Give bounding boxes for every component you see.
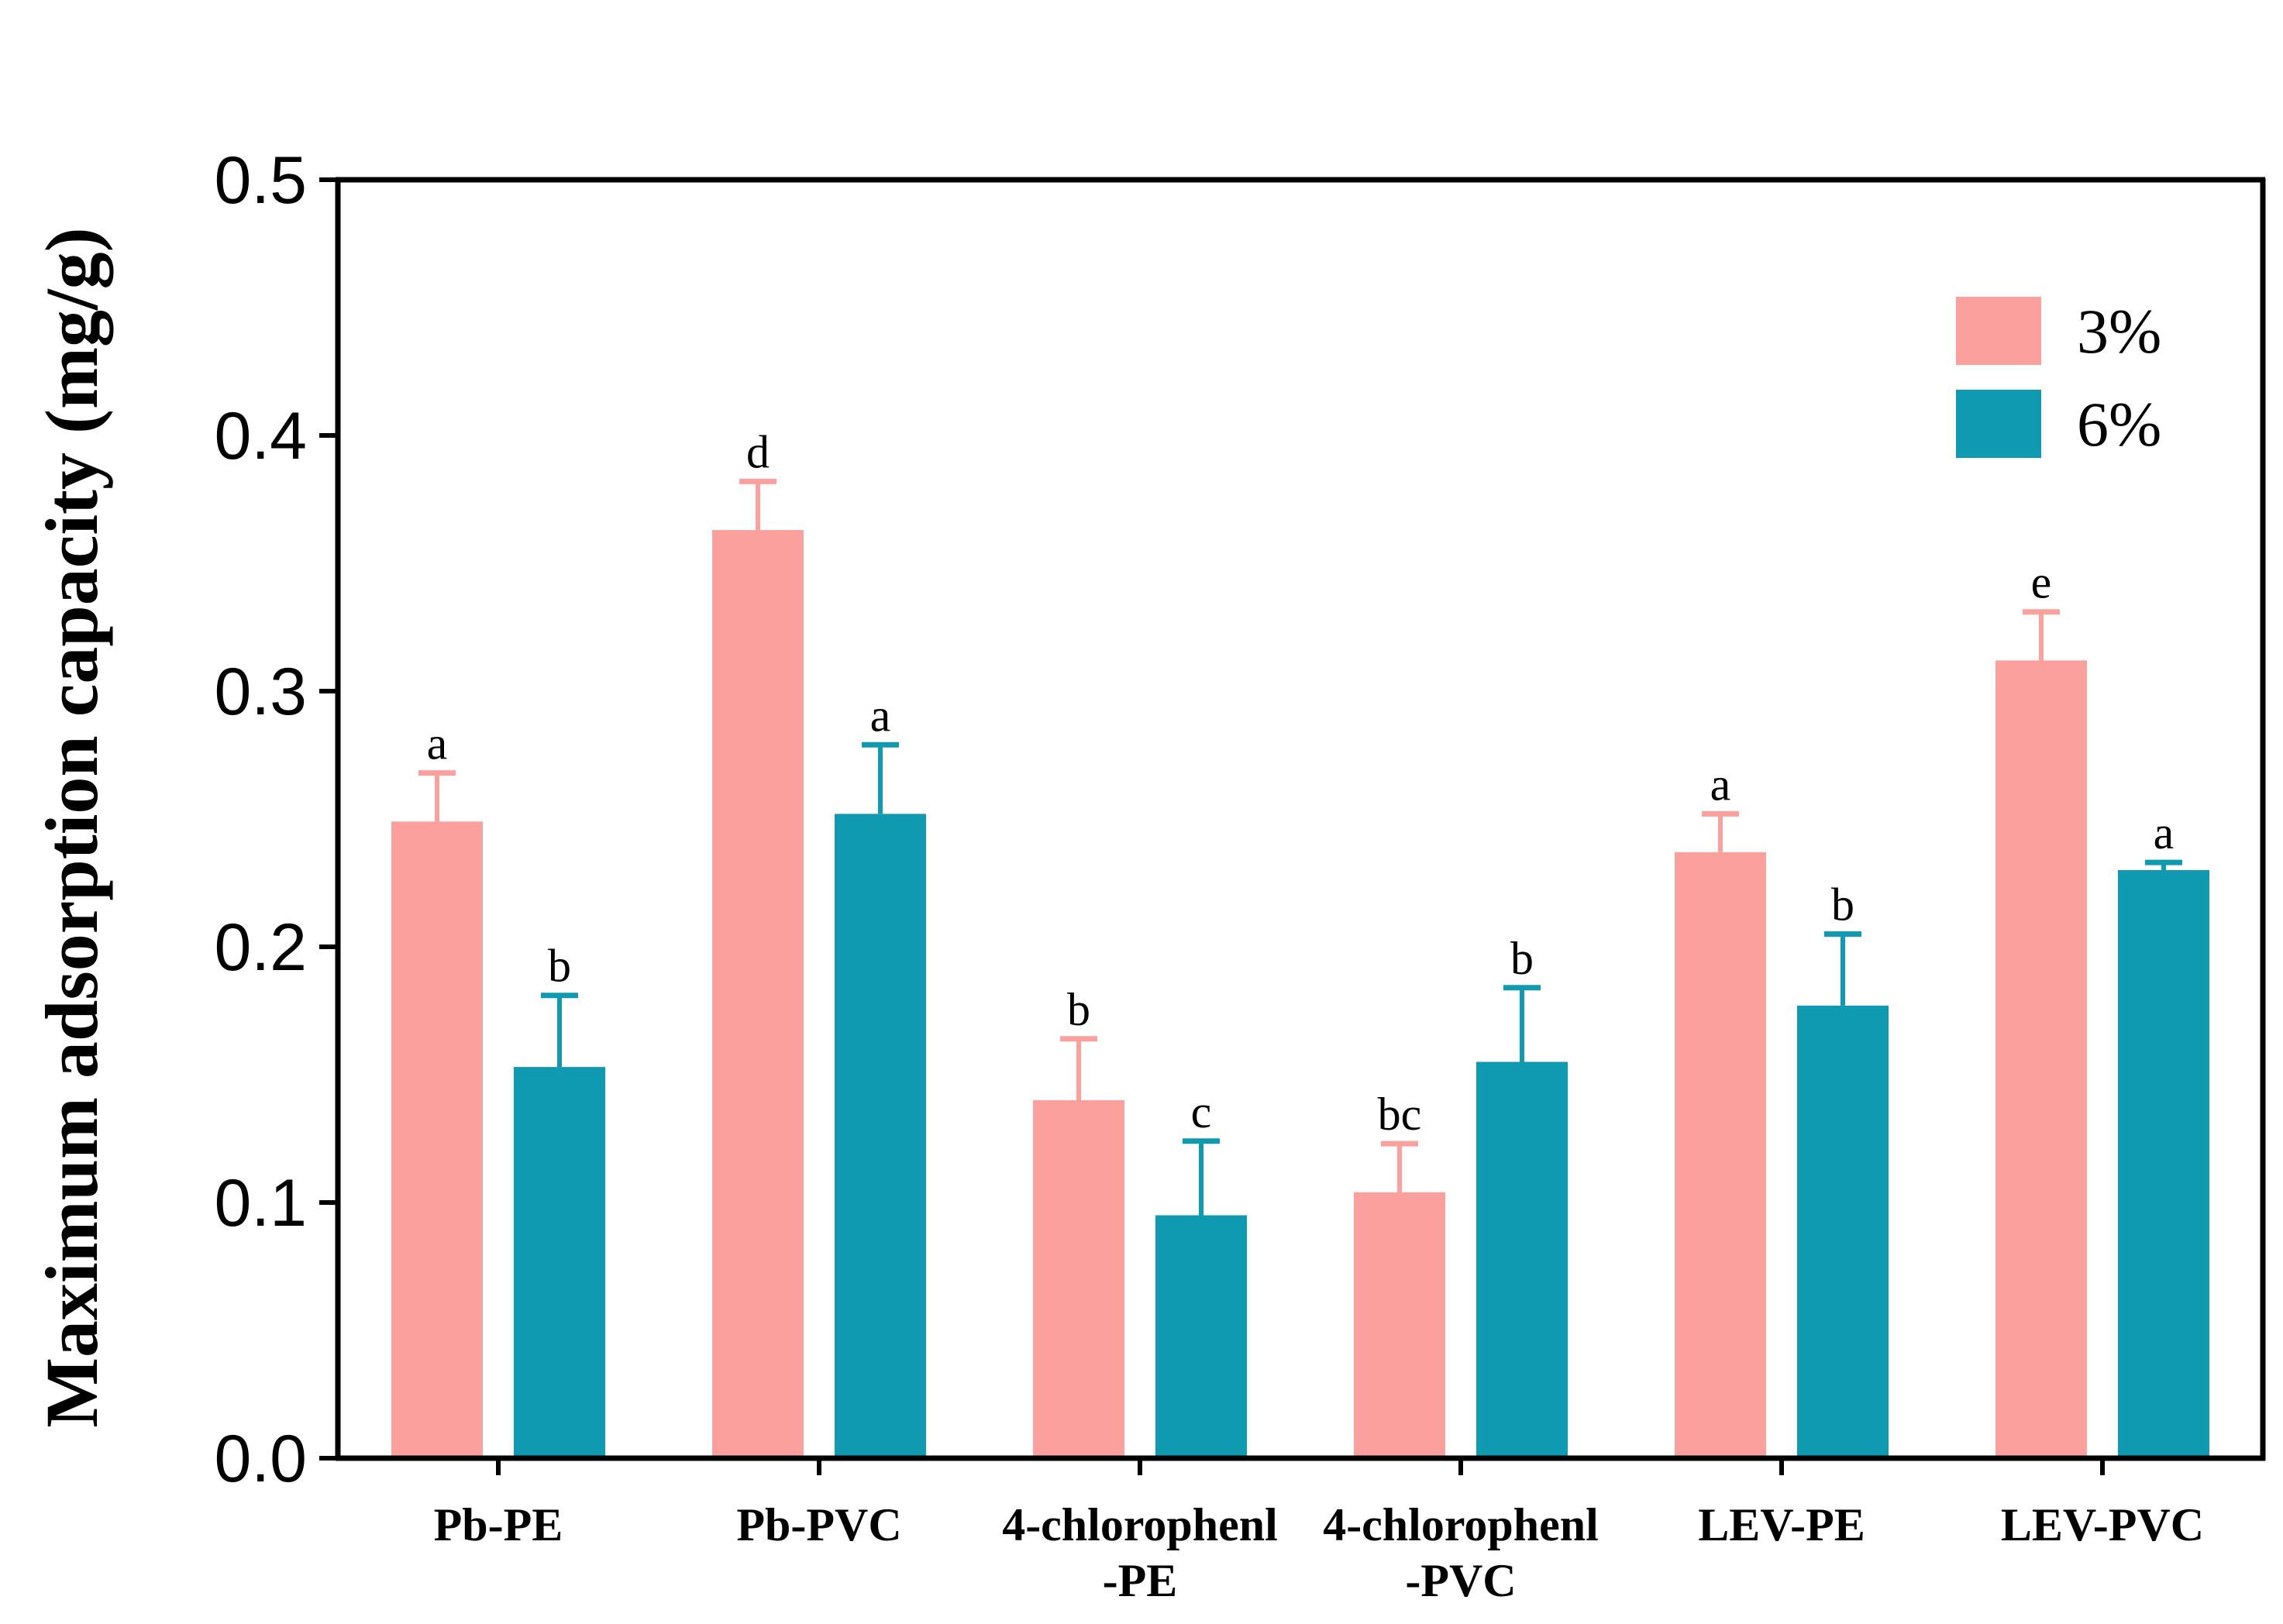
y-tick-label: 0.2	[214, 910, 307, 985]
significance-label: a	[1710, 759, 1731, 810]
significance-label: a	[427, 718, 448, 769]
bar-3%-5	[1995, 660, 2087, 1458]
significance-label: e	[2031, 557, 2052, 608]
legend-label: 6%	[2077, 389, 2161, 459]
y-tick-label: 0.3	[214, 655, 307, 729]
significance-label: a	[870, 690, 891, 741]
significance-label: b	[1510, 933, 1534, 984]
axis-labels-layer: 0.0 0.1 0.2 0.3 0.4 0.5 Pb-PE Pb-PVC 4-chlorophe…	[214, 143, 2204, 1606]
significance-label: d	[746, 426, 770, 477]
legend-swatch-3%	[1956, 297, 2041, 365]
y-tick-label: 0.1	[214, 1166, 307, 1240]
error-bars-layer	[418, 478, 2182, 1216]
bar-3%-3	[1354, 1192, 1445, 1458]
bar-3%-0	[391, 821, 483, 1458]
bar-6%-3	[1476, 1061, 1568, 1458]
bar-6%-4	[1797, 1005, 1889, 1458]
bar-3%-4	[1675, 852, 1766, 1458]
x-tick-label: -PVC	[1405, 1555, 1516, 1606]
y-axis-title: Maximum adsorption capacity (mg/g)	[30, 227, 113, 1427]
significance-label: a	[2154, 807, 2175, 858]
bar-3%-2	[1033, 1100, 1124, 1458]
significance-label: b	[1067, 984, 1090, 1035]
x-tick-label: -PE	[1103, 1555, 1178, 1606]
bar-6%-1	[835, 814, 926, 1458]
y-tick-label: 0.0	[214, 1422, 307, 1496]
axes-layer	[319, 177, 2266, 1475]
bar-6%-5	[2118, 870, 2209, 1458]
significance-label: bc	[1378, 1089, 1422, 1140]
x-tick-label: Pb-PVC	[736, 1499, 901, 1550]
bar-6%-0	[514, 1067, 605, 1458]
legend-swatch-6%	[1956, 390, 2041, 458]
significance-label: c	[1191, 1086, 1212, 1137]
y-tick-label: 0.5	[214, 143, 307, 218]
bar-3%-1	[712, 530, 804, 1458]
significance-label: b	[548, 941, 571, 992]
bars-layer	[391, 530, 2209, 1458]
y-tick-label: 0.4	[214, 399, 307, 473]
x-tick-label: LEV-PVC	[2001, 1499, 2204, 1550]
legend: 3%6%	[1956, 296, 2161, 459]
x-tick-label: 4-chlorophenl	[1002, 1499, 1278, 1550]
significance-label: b	[1831, 879, 1854, 931]
x-tick-label: Pb-PE	[434, 1499, 563, 1550]
x-tick-label: LEV-PE	[1698, 1499, 1865, 1550]
x-tick-label: 4-chlorophenl	[1323, 1499, 1599, 1550]
bar-6%-2	[1155, 1215, 1247, 1458]
legend-label: 3%	[2077, 296, 2161, 366]
